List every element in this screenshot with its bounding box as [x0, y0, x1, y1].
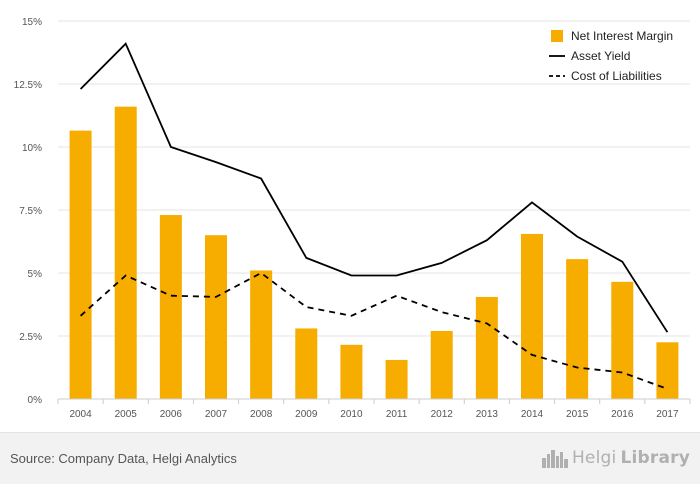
- bar: [521, 233, 543, 399]
- bar: [114, 106, 137, 400]
- y-tick-label: 2.5%: [19, 332, 42, 343]
- bar: [295, 328, 318, 399]
- bar: [340, 344, 363, 399]
- y-tick-label: 15%: [22, 17, 42, 28]
- x-tick-label: 2009: [295, 409, 318, 420]
- bar: [566, 259, 589, 399]
- bar: [611, 281, 634, 399]
- x-tick-label: 2017: [656, 409, 679, 420]
- x-axis: 2004 2005 2006 2007 2008 2009 2010 2011 2012 2013…: [57, 398, 691, 420]
- helgi-library-logo[interactable]: Helgi Library: [541, 447, 690, 469]
- x-tick-label: 2005: [115, 409, 138, 420]
- logo-text-helgi: Helgi: [571, 448, 617, 468]
- asset-yield-line: [79, 42, 669, 333]
- bar: [475, 296, 498, 399]
- bar-series: [69, 106, 679, 400]
- y-tick-label: 10%: [22, 143, 42, 154]
- legend-entry: Asset Yield: [571, 49, 630, 63]
- bar: [656, 342, 679, 399]
- y-tick-label: 12.5%: [14, 80, 42, 91]
- bar: [205, 235, 227, 399]
- bar: [385, 359, 408, 399]
- x-tick-label: 2015: [566, 409, 589, 420]
- x-tick-label: 2007: [205, 409, 228, 420]
- x-tick-label: 2016: [611, 409, 634, 420]
- y-tick-label: 5%: [28, 269, 43, 280]
- x-tick-label: 2011: [386, 409, 408, 420]
- bar: [69, 130, 92, 399]
- x-tick-label: 2006: [160, 409, 183, 420]
- bar: [250, 270, 273, 399]
- bar: [159, 215, 182, 399]
- cost-of-liabilities-line: [80, 271, 668, 390]
- line-series: [79, 42, 669, 390]
- city-skyline-icon: [541, 450, 568, 468]
- legend-entry: Net Interest Margin: [571, 29, 673, 43]
- x-tick-label: 2008: [250, 409, 273, 420]
- y-axis-ticks: 0% 2.5% 5% 7.5% 10% 12.5% 15%: [14, 17, 42, 406]
- y-tick-label: 7.5%: [19, 206, 42, 217]
- x-tick-label: 2013: [476, 409, 499, 420]
- legend: Net Interest Margin Asset Yield Cost of Li…: [549, 29, 673, 83]
- y-tick-label: 0%: [28, 395, 43, 406]
- legend-swatch: [551, 30, 563, 42]
- source-text: Source: Company Data, Helgi Analytics: [10, 451, 237, 466]
- chart: 0% 2.5% 5% 7.5% 10% 12.5% 15% 2004 2005 2006 2007…: [14, 17, 691, 420]
- x-tick-label: 2010: [340, 409, 363, 420]
- legend-entry: Cost of Liabilities: [571, 69, 662, 83]
- footer: Source: Company Data, Helgi Analytics He…: [0, 432, 700, 484]
- x-tick-label: 2004: [69, 409, 92, 420]
- bar: [430, 330, 453, 399]
- x-tick-label: 2012: [431, 409, 454, 420]
- logo-text-library: Library: [620, 448, 690, 468]
- x-tick-label: 2014: [521, 409, 544, 420]
